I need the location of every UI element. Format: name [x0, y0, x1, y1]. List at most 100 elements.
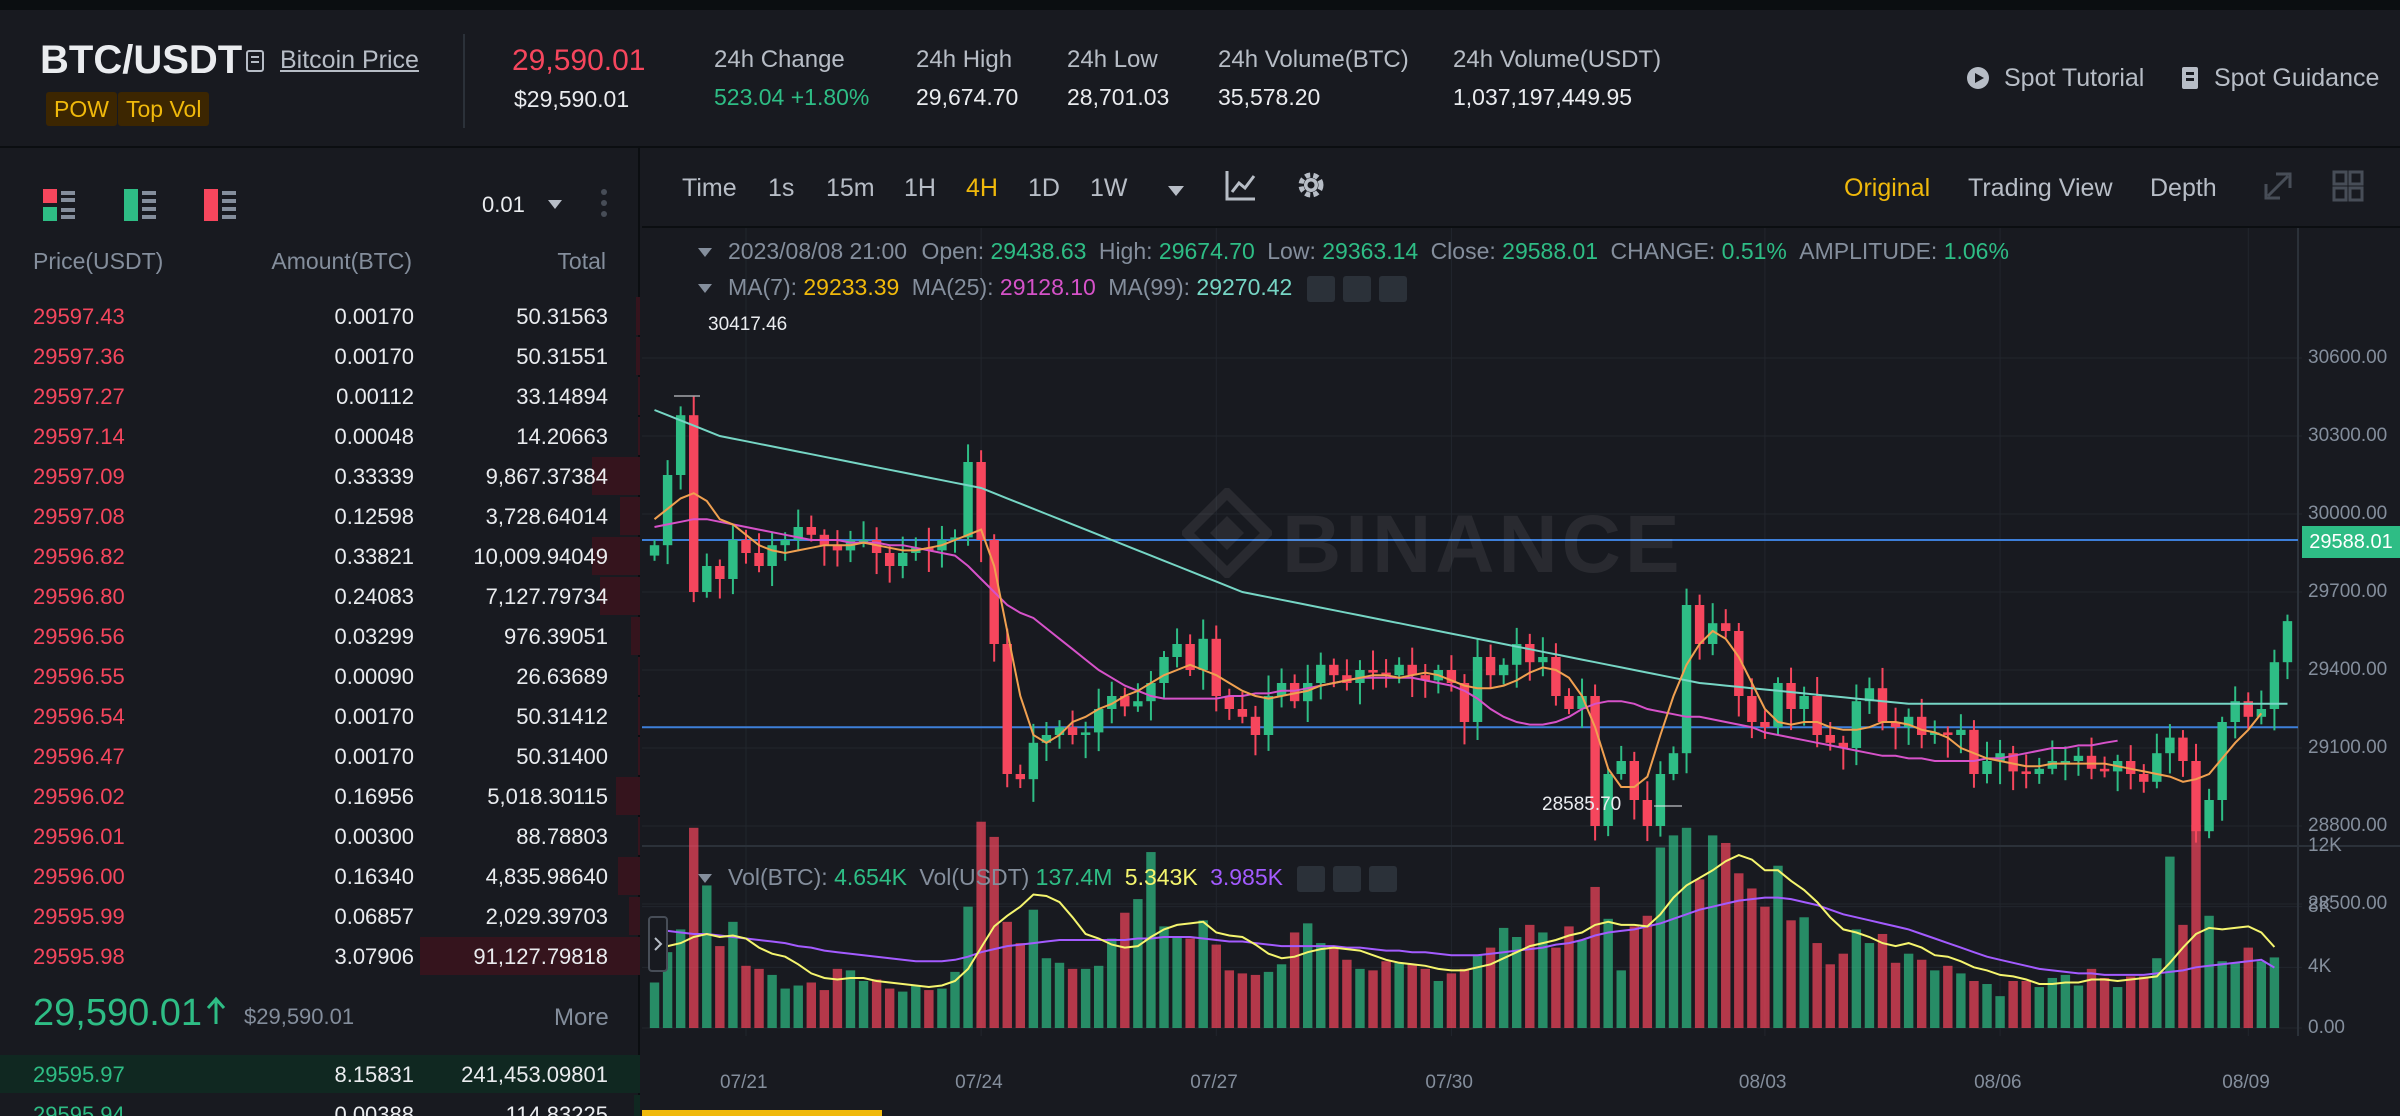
- tag-top-vol[interactable]: Top Vol: [118, 92, 210, 126]
- ask-row[interactable]: 29597.43 0.00170 50.31563: [0, 296, 640, 336]
- volume-bar: [2060, 974, 2071, 1028]
- mid-price: 29,590.01: [33, 992, 203, 1034]
- view-depth[interactable]: Depth: [2150, 174, 2217, 202]
- tag-pow[interactable]: POW: [46, 92, 117, 126]
- ask-row[interactable]: 29596.00 0.16340 4,835.98640: [0, 856, 640, 896]
- depth-bar: [420, 937, 640, 975]
- candle: [1276, 683, 1287, 696]
- eye-icon[interactable]: [1306, 275, 1335, 302]
- ask-row[interactable]: 29596.01 0.00300 88.78803: [0, 816, 640, 856]
- volume-bar: [1263, 971, 1274, 1028]
- orderbook-bids-icon[interactable]: [123, 188, 157, 222]
- ask-row[interactable]: 29596.47 0.00170 50.31400: [0, 736, 640, 776]
- volume-tick-label: 4K: [2308, 956, 2332, 978]
- ask-row[interactable]: 29596.02 0.16956 5,018.30115: [0, 776, 640, 816]
- settings-icon[interactable]: [1333, 865, 1362, 892]
- timeframe-1d[interactable]: 1D: [1028, 174, 1060, 202]
- orderbook-asks-icon[interactable]: [203, 188, 237, 222]
- tick-size-select[interactable]: 0.01: [482, 192, 525, 217]
- guide-book-icon[interactable]: [2178, 66, 2202, 90]
- ask-row[interactable]: 29595.98 3.07906 91,127.79818: [0, 936, 640, 976]
- candle: [1263, 696, 1274, 735]
- timeframe-1h[interactable]: 1H: [904, 174, 936, 202]
- candle: [1381, 672, 1391, 676]
- view-original[interactable]: Original: [1844, 174, 1931, 202]
- volume-legend: Vol(BTC): 4.654K Vol(USDT) 137.4M 5.343K…: [698, 864, 1398, 892]
- ask-price: 29597.08: [33, 504, 125, 529]
- eye-icon[interactable]: [1297, 865, 1326, 892]
- time-tick-label: 07/27: [1190, 1072, 1238, 1093]
- candle: [649, 545, 660, 556]
- volume-bar: [1316, 943, 1326, 1028]
- ask-price: 29596.47: [33, 744, 125, 769]
- ask-row[interactable]: 29596.55 0.00090 26.63689: [0, 656, 640, 696]
- timeframe-dropdown-icon[interactable]: [1168, 186, 1184, 196]
- fullscreen-icon[interactable]: [2262, 170, 2294, 202]
- bitcoin-price-link[interactable]: Bitcoin Price: [280, 46, 419, 74]
- price-chart[interactable]: [642, 228, 2400, 1116]
- volume-bar: [2178, 924, 2188, 1028]
- price-tick-label: 28800.00: [2308, 815, 2388, 836]
- timeframe-15m[interactable]: 15m: [826, 174, 875, 202]
- candle: [1368, 670, 1378, 673]
- collapse-caret-icon[interactable]: [698, 248, 712, 258]
- last-price: 29,590.01: [512, 44, 646, 77]
- timeframe-time[interactable]: Time: [682, 174, 737, 202]
- play-icon[interactable]: [1966, 66, 1990, 90]
- indicator-icon[interactable]: [1224, 168, 1258, 202]
- layout-grid-icon[interactable]: [2332, 170, 2364, 202]
- document-icon[interactable]: [246, 50, 264, 72]
- volume-bar: [1525, 924, 1535, 1028]
- ask-row[interactable]: 29596.56 0.03299 976.39051: [0, 616, 640, 656]
- ask-row[interactable]: 29596.80 0.24083 7,127.79734: [0, 576, 640, 616]
- timeframe-4h[interactable]: 4H: [966, 174, 998, 202]
- ma7-line: [653, 492, 2263, 788]
- ask-row[interactable]: 29597.27 0.00112 33.14894: [0, 376, 640, 416]
- ask-row[interactable]: 29597.09 0.33339 9,867.37384: [0, 456, 640, 496]
- last-price-usd: $29,590.01: [514, 86, 630, 112]
- ask-row[interactable]: 29596.54 0.00170 50.31412: [0, 696, 640, 736]
- candle: [1681, 605, 1692, 754]
- ask-row[interactable]: 29597.14 0.00048 14.20663: [0, 416, 640, 456]
- volume-bar: [2165, 856, 2175, 1028]
- settings-icon[interactable]: [1342, 275, 1371, 302]
- ask-row[interactable]: 29597.08 0.12598 3,728.64014: [0, 496, 640, 536]
- volume-bar: [793, 985, 803, 1028]
- price-tick-label: 29400.00: [2308, 659, 2388, 680]
- bid-row[interactable]: 29595.94 0.00388 114.83225: [0, 1094, 640, 1116]
- bid-row[interactable]: 29595.97 8.15831 241,453.09801: [0, 1054, 640, 1094]
- chart-scroll-handle[interactable]: [648, 916, 668, 972]
- view-trading-view[interactable]: Trading View: [1968, 174, 2113, 202]
- ask-price: 29596.00: [33, 864, 125, 889]
- bid-total: 241,453.09801: [461, 1062, 608, 1087]
- orderbook-both-icon[interactable]: [42, 188, 76, 222]
- close-icon[interactable]: [1378, 275, 1407, 302]
- ask-row[interactable]: 29596.82 0.33821 10,009.94049: [0, 536, 640, 576]
- volume-bar: [1368, 970, 1378, 1028]
- spot-guidance-link[interactable]: Spot Guidance: [2214, 64, 2380, 92]
- more-vertical-icon[interactable]: [600, 188, 608, 218]
- collapse-caret-icon[interactable]: [698, 874, 712, 884]
- ask-row[interactable]: 29595.99 0.06857 2,029.39703: [0, 896, 640, 936]
- mid-price-usd: $29,590.01: [244, 1004, 355, 1029]
- ask-row[interactable]: 29597.36 0.00170 50.31551: [0, 336, 640, 376]
- timeframe-1s[interactable]: 1s: [768, 174, 795, 202]
- collapse-caret-icon[interactable]: [698, 284, 712, 294]
- spot-tutorial-link[interactable]: Spot Tutorial: [2004, 64, 2145, 92]
- toolbar-divider: [642, 226, 2400, 228]
- timeframe-1w[interactable]: 1W: [1090, 174, 1128, 202]
- volume-bar: [662, 952, 673, 1028]
- price-tick-label: 30000.00: [2308, 503, 2388, 524]
- settings-gear-icon[interactable]: [1294, 168, 1328, 202]
- candle: [1773, 683, 1783, 728]
- pair-title[interactable]: BTC/USDT: [40, 38, 243, 82]
- close-icon[interactable]: [1369, 865, 1398, 892]
- ask-amount: 0.12598: [334, 504, 414, 529]
- stat-label-24h-volume-btc: 24h Volume(BTC): [1218, 46, 1409, 73]
- candle: [1760, 722, 1770, 728]
- more-link[interactable]: More: [554, 1004, 609, 1031]
- high-marker-label: 30417.46: [708, 314, 788, 335]
- depth-bar: [620, 497, 640, 535]
- volume-tick-label: 8K: [2308, 895, 2332, 917]
- chevron-down-icon[interactable]: [548, 200, 562, 209]
